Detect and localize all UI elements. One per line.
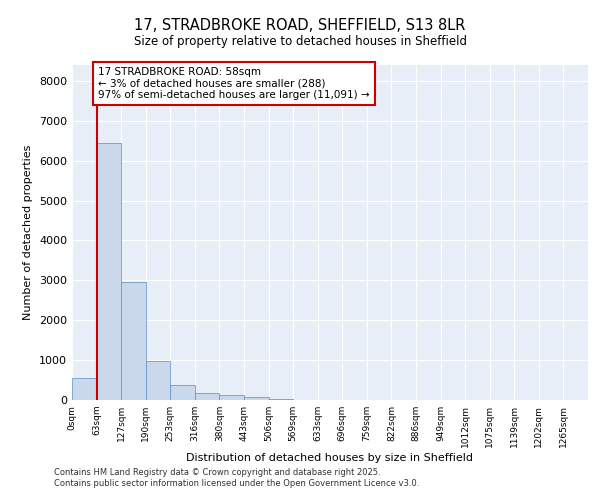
- Bar: [195, 393, 220, 400]
- Bar: [146, 360, 170, 400]
- Y-axis label: Number of detached properties: Number of detached properties: [23, 145, 34, 320]
- Text: 17 STRADBROKE ROAD: 58sqm
← 3% of detached houses are smaller (288)
97% of semi-: 17 STRADBROKE ROAD: 58sqm ← 3% of detach…: [98, 67, 370, 100]
- Bar: [170, 385, 195, 400]
- Text: 17, STRADBROKE ROAD, SHEFFIELD, S13 8LR: 17, STRADBROKE ROAD, SHEFFIELD, S13 8LR: [134, 18, 466, 32]
- Bar: [72, 378, 97, 400]
- Bar: [220, 395, 244, 400]
- Bar: [244, 397, 269, 400]
- Text: Contains HM Land Registry data © Crown copyright and database right 2025.
Contai: Contains HM Land Registry data © Crown c…: [54, 468, 419, 487]
- Text: Size of property relative to detached houses in Sheffield: Size of property relative to detached ho…: [133, 35, 467, 48]
- Bar: [97, 143, 121, 400]
- X-axis label: Distribution of detached houses by size in Sheffield: Distribution of detached houses by size …: [187, 452, 473, 462]
- Bar: [121, 282, 146, 400]
